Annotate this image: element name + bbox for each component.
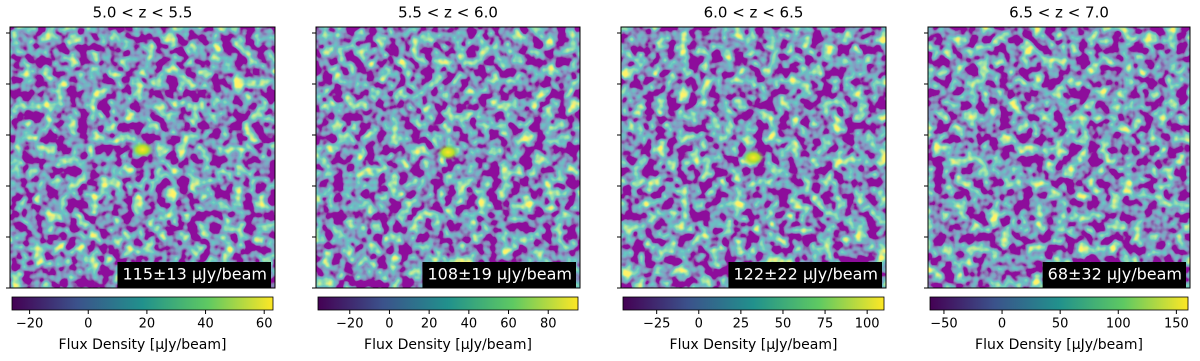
panel-title: 6.0 < z < 6.5 <box>704 4 804 22</box>
colorbar-tick-label: 0 <box>695 317 703 332</box>
colorbar-tick-label: 20 <box>421 317 438 332</box>
colorbar-tick-label: 150 <box>1164 317 1189 332</box>
annotation-box <box>728 262 882 288</box>
colorbar <box>622 296 885 311</box>
annotation: 122±22 μJy/beam <box>733 265 878 284</box>
annotation: 108±19 μJy/beam <box>427 265 572 284</box>
panel-title: 5.0 < z < 5.5 <box>93 4 193 22</box>
annotation-box <box>422 262 576 288</box>
colorbar-tick-label: 40 <box>197 317 214 332</box>
source <box>742 149 765 166</box>
colorbar <box>317 296 579 311</box>
source <box>437 144 459 161</box>
annotation-box <box>1042 262 1186 288</box>
colorbar-tick-label: −20 <box>16 317 43 332</box>
colorbar-tick-label: −25 <box>643 317 670 332</box>
colorbar-label: Flux Density [μJy/beam] <box>670 337 838 353</box>
colorbar-tick-label: 60 <box>500 317 517 332</box>
annotation-box <box>117 262 271 288</box>
colorbar-tick-label: 50 <box>775 317 792 332</box>
colorbar-tick-label: 0 <box>998 317 1006 332</box>
colorbar-tick-label: 0 <box>385 317 393 332</box>
colorbar-tick-label: −20 <box>336 317 363 332</box>
colorbar-label: Flux Density [μJy/beam] <box>59 337 227 353</box>
colorbar <box>11 296 274 311</box>
colorbar-tick-label: 100 <box>855 317 880 332</box>
colorbar-tick-label: 40 <box>461 317 478 332</box>
colorbar-label: Flux Density [μJy/beam] <box>975 337 1143 353</box>
colorbar-tick-label: 50 <box>1052 317 1069 332</box>
source <box>131 141 154 158</box>
annotation: 68±32 μJy/beam <box>1048 265 1182 284</box>
colorbar-tick-label: −50 <box>930 317 957 332</box>
colorbar-tick-label: 75 <box>817 317 834 332</box>
colorbar-tick-label: 20 <box>139 317 156 332</box>
colorbar-tick-label: 0 <box>84 317 92 332</box>
colorbar-tick-label: 60 <box>256 317 273 332</box>
colorbar-label: Flux Density [μJy/beam] <box>364 337 532 353</box>
colorbar <box>929 296 1189 311</box>
colorbar-tick-label: 80 <box>540 317 557 332</box>
colorbar-tick-label: 25 <box>733 317 750 332</box>
panel-title: 6.5 < z < 7.0 <box>1009 4 1109 22</box>
image <box>928 27 1190 288</box>
annotation: 115±13 μJy/beam <box>122 265 267 284</box>
colorbar-tick-label: 100 <box>1106 317 1131 332</box>
panel-title: 5.5 < z < 6.0 <box>398 4 498 22</box>
